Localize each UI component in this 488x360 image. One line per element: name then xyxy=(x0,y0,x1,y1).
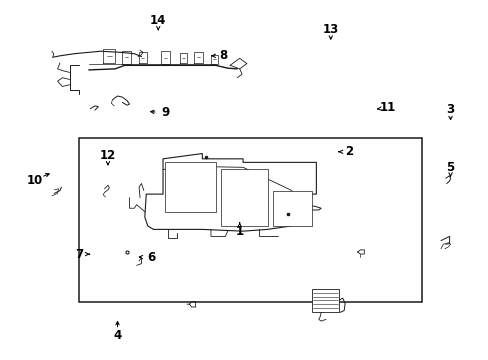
Bar xyxy=(220,170,268,226)
Text: 13: 13 xyxy=(322,23,338,36)
Bar xyxy=(165,162,215,212)
Text: 14: 14 xyxy=(150,14,166,27)
Bar xyxy=(79,138,421,302)
Text: 11: 11 xyxy=(379,101,396,114)
Text: 10: 10 xyxy=(26,174,42,186)
Text: 3: 3 xyxy=(446,103,454,116)
Text: 12: 12 xyxy=(100,149,116,162)
Bar xyxy=(311,289,339,312)
Text: 6: 6 xyxy=(146,251,155,264)
Bar xyxy=(273,190,311,226)
Text: 8: 8 xyxy=(218,49,226,62)
Text: 4: 4 xyxy=(113,329,122,342)
Text: 5: 5 xyxy=(446,161,454,174)
Text: 2: 2 xyxy=(344,145,352,158)
Text: 7: 7 xyxy=(75,248,83,261)
Text: 9: 9 xyxy=(161,107,169,120)
Text: 1: 1 xyxy=(235,225,244,238)
